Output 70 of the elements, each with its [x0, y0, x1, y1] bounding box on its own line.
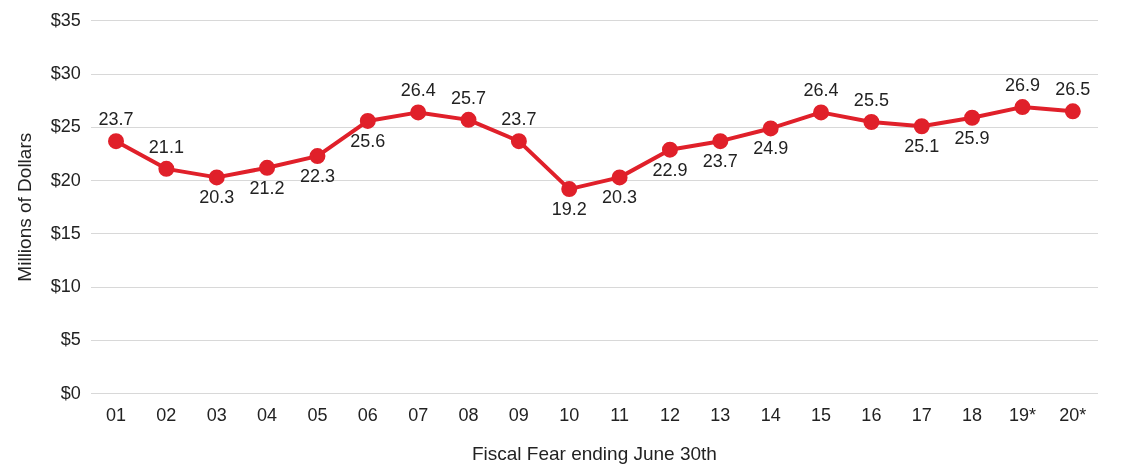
y-tick-label: $0 — [60, 382, 81, 403]
y-tick-label: $35 — [50, 9, 81, 30]
point — [410, 104, 427, 121]
point — [561, 181, 578, 198]
y-tick-label: $5 — [60, 329, 81, 350]
data-label: 26.4 — [803, 80, 839, 101]
y-tick-label: $30 — [50, 63, 81, 84]
data-label: 25.5 — [853, 89, 889, 110]
point — [762, 120, 779, 137]
x-tick-label: 15 — [811, 405, 832, 426]
x-tick-label: 02 — [156, 405, 177, 426]
x-tick-label: 07 — [408, 405, 429, 426]
point — [611, 169, 628, 186]
data-label: 24.9 — [753, 138, 789, 159]
data-label: 25.1 — [904, 136, 940, 157]
y-tick-label: $20 — [50, 169, 81, 190]
x-tick-label: 01 — [106, 405, 127, 426]
data-label: 26.4 — [400, 80, 436, 101]
data-label: 23.7 — [98, 109, 134, 130]
point — [712, 133, 729, 150]
point — [108, 133, 125, 150]
data-label: 20.3 — [602, 187, 638, 208]
x-tick-label: 09 — [508, 405, 529, 426]
y-tick-label: $15 — [50, 222, 81, 243]
x-tick-label: 14 — [760, 405, 781, 426]
x-tick-label: 08 — [458, 405, 479, 426]
x-tick-label: 12 — [659, 405, 680, 426]
data-label: 25.6 — [350, 130, 386, 151]
data-label: 21.1 — [148, 136, 184, 157]
data-label: 19.2 — [551, 199, 587, 220]
data-label: 22.3 — [299, 166, 335, 187]
x-axis-title: Fiscal Fear ending June 30th — [471, 442, 717, 464]
data-label: 20.3 — [199, 187, 235, 208]
data-label: 26.5 — [1055, 79, 1091, 100]
data-label: 25.9 — [954, 127, 990, 148]
x-tick-label: 06 — [357, 405, 378, 426]
x-tick-label: 18 — [962, 405, 983, 426]
x-tick-label: 11 — [610, 405, 629, 426]
x-tick-label: 10 — [559, 405, 580, 426]
point — [510, 133, 527, 150]
point — [309, 148, 326, 165]
x-tick-label: 19* — [1008, 405, 1036, 426]
x-tick-label: 20* — [1059, 405, 1087, 426]
point — [913, 118, 930, 135]
point — [259, 159, 276, 176]
x-tick-label: 13 — [710, 405, 731, 426]
point — [460, 111, 477, 128]
y-tick-label: $10 — [50, 276, 81, 297]
point — [158, 160, 175, 177]
point — [1064, 103, 1081, 120]
data-label: 23.7 — [501, 109, 537, 130]
x-tick-label: 03 — [206, 405, 227, 426]
x-tick-label: 04 — [257, 405, 278, 426]
point — [1014, 99, 1031, 116]
data-label: 23.7 — [702, 151, 738, 172]
x-tick-label: 05 — [307, 405, 328, 426]
point — [359, 112, 376, 129]
data-label: 22.9 — [652, 159, 688, 180]
point — [661, 141, 678, 158]
y-axis-title: Millions of Dollars — [13, 132, 35, 282]
x-tick-label: 17 — [911, 405, 932, 426]
x-tick-label: 16 — [861, 405, 882, 426]
data-label: 26.9 — [1004, 75, 1040, 96]
data-label: 25.7 — [451, 87, 487, 108]
data-label: 21.2 — [249, 177, 285, 198]
point — [863, 113, 880, 130]
point — [964, 109, 981, 126]
point — [813, 104, 830, 121]
y-tick-label: $25 — [50, 116, 81, 137]
point — [208, 169, 225, 186]
